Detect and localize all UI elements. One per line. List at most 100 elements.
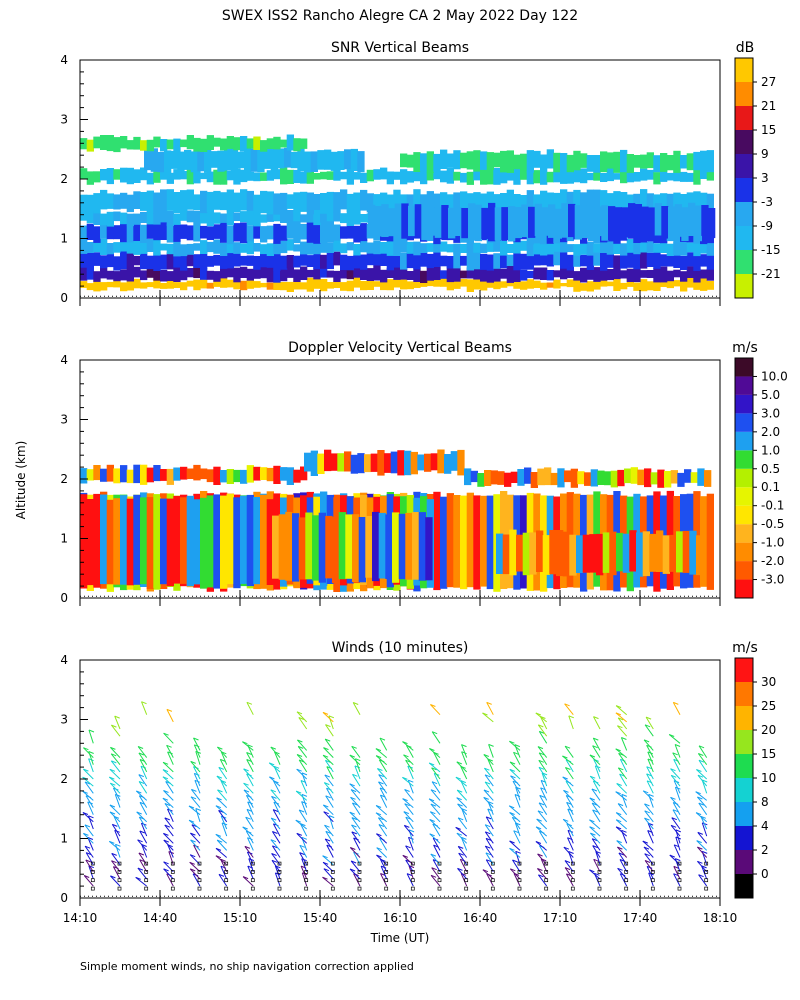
heatmap-cell [100, 494, 108, 585]
heatmap-cell [569, 534, 577, 576]
wind-barb [646, 766, 654, 780]
wind-barb [540, 787, 548, 801]
heatmap-cell [106, 168, 114, 185]
wind-barb [455, 776, 468, 787]
wind-barb [429, 833, 441, 844]
heatmap-cell [126, 269, 134, 282]
heatmap-cell [406, 241, 414, 254]
heatmap-cell [200, 172, 208, 180]
calm-marker [357, 878, 362, 883]
wind-barb [567, 830, 574, 844]
heatmap-cell [474, 204, 482, 242]
calm-marker [277, 870, 282, 874]
heatmap-cell [646, 241, 654, 253]
wind-barb [562, 755, 574, 766]
heatmap-cell [640, 279, 648, 292]
wind-barb-flag [696, 769, 702, 772]
heatmap-cell [500, 240, 508, 256]
heatmap-cell [186, 495, 194, 587]
heatmap-cell [80, 238, 88, 254]
heatmap-cell [86, 242, 94, 253]
heatmap-cell [620, 282, 628, 290]
heatmap-cell [300, 282, 308, 290]
heatmap-cell [604, 471, 612, 486]
heatmap-cell [246, 255, 254, 266]
heatmap-cell [320, 193, 328, 214]
wind-barb [243, 768, 254, 780]
heatmap-cell [186, 189, 194, 210]
wind-barb [217, 746, 228, 758]
heatmap-cell [562, 531, 570, 577]
heatmap-cell [317, 453, 325, 474]
wind-barb [617, 846, 628, 858]
heatmap-cell [253, 256, 261, 270]
wind-barb-flag [698, 802, 704, 806]
heatmap-cell [548, 204, 556, 238]
wind-barb-flag [485, 852, 492, 856]
wind-barb-flag [590, 775, 596, 779]
calm-marker [570, 861, 575, 866]
heatmap-cell [200, 138, 208, 152]
wind-barb-flag [695, 812, 702, 816]
heatmap-cell [193, 167, 201, 184]
heatmap-cell [446, 167, 454, 184]
heatmap-cell [680, 194, 688, 214]
winds-plot-frame [79, 659, 721, 899]
heatmap-cell [620, 192, 628, 213]
wind-barb-flag [325, 795, 331, 799]
wind-barb-flag [538, 759, 544, 763]
heatmap-cell [153, 192, 161, 215]
wind-barb [589, 869, 601, 880]
wind-barb-flag [616, 812, 622, 816]
wind-barb [591, 802, 601, 815]
heatmap-cell [326, 270, 334, 278]
heatmap-cell [460, 270, 468, 279]
wind-barb-flag [484, 774, 491, 778]
heatmap-cell [653, 251, 661, 269]
heatmap-cell [280, 240, 288, 254]
heatmap-cell [520, 269, 528, 281]
x-tick-label: 14:40 [143, 911, 178, 925]
heatmap-cell [366, 193, 374, 213]
wind-barb [509, 868, 521, 880]
heatmap-cell [153, 238, 161, 256]
heatmap-cell [266, 243, 274, 256]
heatmap-cell [346, 280, 354, 292]
heatmap-cell [100, 169, 108, 181]
wind-barb [484, 774, 494, 787]
heatmap-cell [366, 250, 374, 266]
wind-barb-flag [672, 809, 679, 813]
wind-barb-flag [405, 845, 411, 849]
heatmap-cell [113, 256, 121, 271]
wind-barb-flag [643, 790, 649, 794]
wind-barb-flag [564, 867, 571, 871]
calm-marker [90, 886, 95, 891]
heatmap-cell [133, 255, 141, 266]
wind-barb [589, 754, 601, 766]
heatmap-cell [213, 224, 221, 239]
wind-barb-flag [376, 847, 382, 851]
wind-barb-flag [509, 761, 516, 765]
heatmap-cell [286, 265, 294, 278]
heatmap-cell [560, 239, 568, 253]
wind-barb [379, 737, 388, 751]
heatmap-cell [653, 172, 661, 185]
wind-barb [268, 762, 281, 773]
wind-barb-flag [110, 875, 116, 879]
wind-barb [675, 836, 681, 851]
wind-barb-flag [621, 737, 627, 740]
heatmap-cell [150, 148, 158, 172]
wind-barb-flag [271, 859, 278, 863]
wind-barb [243, 789, 254, 801]
heatmap-cell [373, 253, 381, 266]
wind-barb [647, 751, 654, 765]
heatmap-cell [693, 255, 701, 271]
heatmap-cell [386, 279, 394, 291]
wind-barb [701, 779, 708, 794]
wind-barb [485, 838, 494, 851]
heatmap-cell [700, 277, 708, 291]
heatmap-cell [206, 469, 214, 483]
colorbar-swatch [735, 706, 753, 730]
wind-barb-flag [375, 748, 382, 752]
heatmap-cell [260, 172, 268, 181]
